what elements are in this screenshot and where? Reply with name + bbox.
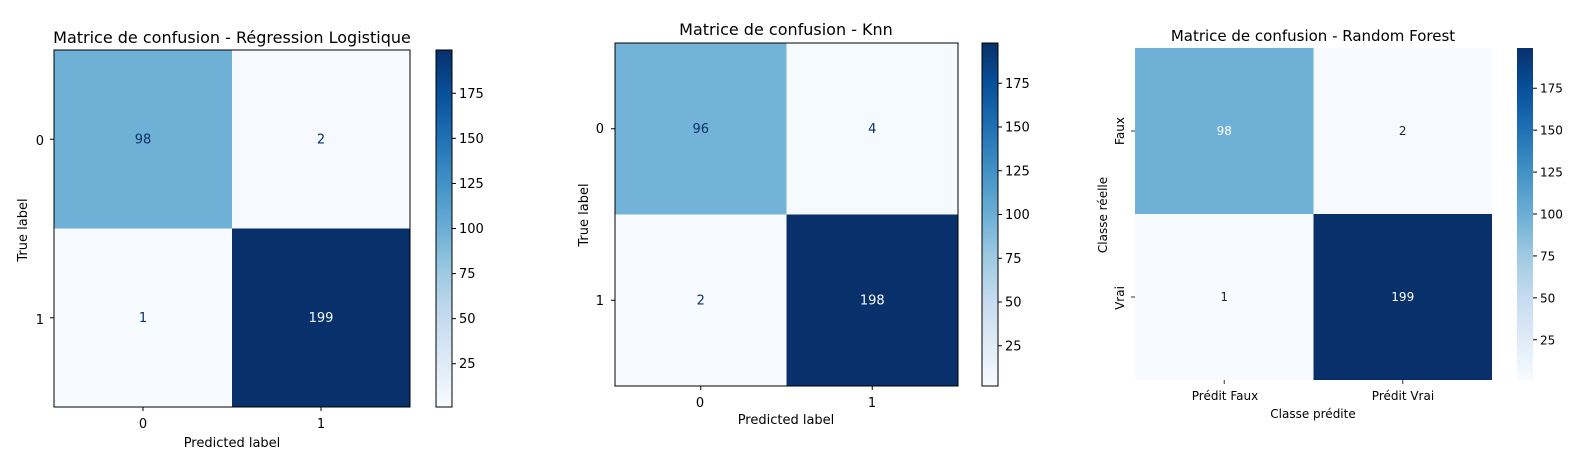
colorbar	[1517, 48, 1533, 380]
colorbar-tick-label: 125	[459, 177, 484, 192]
cell-value-label-1-1: 199	[1391, 290, 1414, 304]
colorbar-tick-label: 150	[459, 132, 484, 147]
y-tick-label-0: 0	[36, 134, 44, 149]
colorbar-tick-label: 25	[1005, 339, 1022, 354]
heatmap-cell-0-1	[1313, 48, 1492, 214]
cell-value-label-0-0: 98	[1217, 124, 1232, 138]
heatmap-cell-0-0	[1135, 48, 1314, 214]
colorbar-tick-label: 75	[459, 267, 476, 282]
heatmap-cell-0-1	[786, 43, 958, 215]
colorbar-tick-label: 150	[1540, 124, 1563, 138]
heatmap-cell-0-0	[54, 50, 232, 229]
cell-value-label-1-0: 2	[697, 293, 705, 308]
x-axis-label: Predicted label	[184, 436, 281, 451]
y-tick-label-0: 0	[596, 122, 604, 137]
colorbar-tick-label: 100	[1540, 208, 1563, 222]
cell-value-label-1-0: 1	[1220, 290, 1228, 304]
x-tick-label-0: 0	[696, 396, 704, 411]
colorbar	[435, 49, 453, 408]
cell-value-label-0-1: 2	[1399, 124, 1407, 138]
axes-frame	[614, 42, 959, 387]
heatmap-cell-1-1	[786, 214, 958, 386]
heatmap-cell-0-0	[615, 43, 787, 215]
x-axis-label: Predicted label	[738, 413, 835, 428]
axes-frame	[53, 49, 411, 408]
colorbar-tick-label: 150	[1005, 121, 1030, 136]
colorbar-tick-label: 125	[1005, 164, 1030, 179]
x-tick-label-1: Prédit Vrai	[1372, 389, 1434, 403]
heatmap-cell-1-0	[54, 228, 232, 407]
x-tick-label-1: 1	[868, 396, 876, 411]
colorbar-tick-label: 50	[1540, 291, 1555, 305]
heatmap-cell-0-1	[232, 50, 410, 229]
colorbar-tick-label: 25	[459, 357, 476, 372]
panel-logistic-regression: Matrice de confusion - Régression Logist…	[16, 28, 484, 451]
colorbar-tick-label: 25	[1540, 333, 1555, 347]
y-axis-label: True label	[16, 198, 31, 262]
colorbar-tick-label: 175	[1540, 82, 1563, 96]
y-tick-label-1: 1	[36, 313, 44, 328]
colorbar-tick-label: 175	[1005, 77, 1030, 92]
colorbar-tick-label: 75	[1005, 252, 1022, 267]
heatmap-cell-1-0	[1135, 214, 1314, 380]
chart-title: Matrice de confusion - Knn	[679, 20, 893, 39]
y-axis-label: Classe réelle	[1096, 177, 1110, 253]
cell-value-label-1-0: 1	[139, 311, 147, 326]
y-axis-label: True label	[577, 183, 592, 247]
y-tick-label-1: Vrai	[1113, 286, 1127, 310]
panel-random-forest: Matrice de confusion - Random Forest Cla…	[1096, 27, 1563, 421]
heatmap-cell-1-1	[232, 228, 410, 407]
x-tick-label-1: 1	[317, 417, 325, 432]
x-axis-label: Classe prédite	[1270, 407, 1355, 421]
colorbar-tick-label: 100	[459, 222, 484, 237]
colorbar-tick-label: 100	[1005, 208, 1030, 223]
colorbar-tick-label: 50	[1005, 296, 1022, 311]
heatmap-cell-1-0	[615, 214, 787, 386]
y-tick-label-1: 1	[596, 294, 604, 309]
cell-value-label-0-0: 98	[135, 132, 152, 147]
cell-value-label-0-1: 2	[317, 132, 325, 147]
chart-title: Matrice de confusion - Régression Logist…	[53, 28, 411, 47]
x-tick-label-0: 0	[139, 417, 147, 432]
cell-value-label-0-1: 4	[868, 122, 876, 137]
colorbar-tick-label: 50	[459, 312, 476, 327]
y-tick-label-0: Faux	[1113, 117, 1127, 145]
colorbar-tick-label: 175	[459, 87, 484, 102]
chart-title: Matrice de confusion - Random Forest	[1171, 27, 1455, 45]
cell-value-label-1-1: 198	[860, 293, 885, 308]
colorbar	[981, 42, 999, 387]
cell-value-label-0-0: 96	[692, 122, 709, 137]
panel-knn: Matrice de confusion - Knn Predicted lab…	[577, 20, 1030, 428]
colorbar-tick-label: 75	[1540, 249, 1555, 263]
heatmap-cell-1-1	[1313, 214, 1492, 380]
x-tick-label-0: Prédit Faux	[1192, 389, 1258, 403]
colorbar-tick-label: 125	[1540, 166, 1563, 180]
cell-value-label-1-1: 199	[309, 311, 334, 326]
